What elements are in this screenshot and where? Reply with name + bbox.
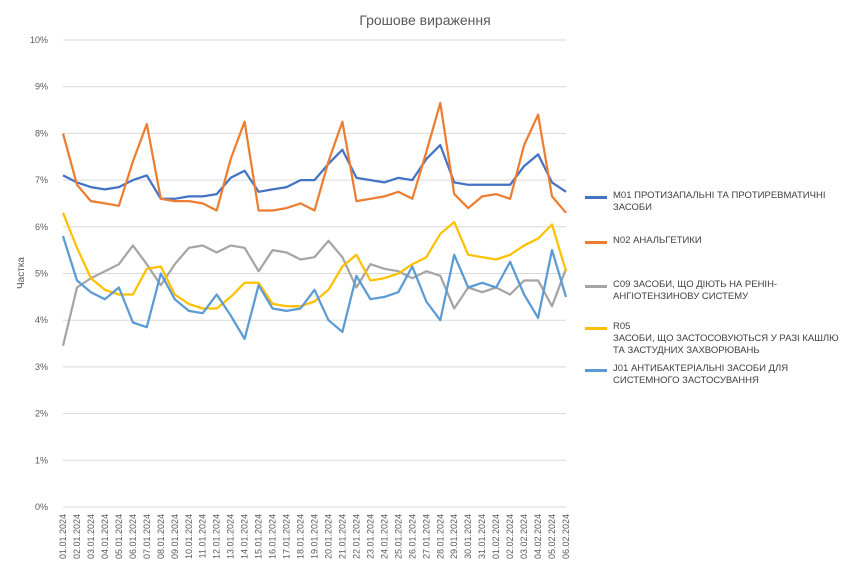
series-line-1 xyxy=(62,143,567,200)
legend-label: J01 АНТИБАКТЕРІАЛЬНІ ЗАСОБИ ДЛЯ СИСТЕМНО… xyxy=(613,363,789,386)
x-tick-label: 03.01.2024 xyxy=(86,514,96,559)
x-tick-label: 23.01.2024 xyxy=(365,514,375,559)
legend-swatch xyxy=(585,369,607,372)
y-axis-title: Частка xyxy=(16,257,27,289)
y-tick-label: 7% xyxy=(35,175,48,185)
x-tick-label: 11.01.2024 xyxy=(198,514,208,558)
x-tick-label: 31.01.2024 xyxy=(477,514,487,559)
series-line-4 xyxy=(61,212,568,310)
x-tick-label: 08.01.2024 xyxy=(156,514,166,559)
legend-label: M01 ПРОТИЗАПАЛЬНІ ТА ПРОТИРЕВМАТИЧНІ ЗАС… xyxy=(613,190,826,213)
y-tick-label: 2% xyxy=(35,409,48,419)
y-tick-label: 8% xyxy=(35,128,48,138)
series-line-3 xyxy=(61,239,568,347)
y-tick-label: 4% xyxy=(35,315,48,325)
y-tick-label: 6% xyxy=(35,222,48,232)
x-tick-label: 17.01.2024 xyxy=(282,514,292,559)
x-tick-label: 04.01.2024 xyxy=(100,514,110,559)
x-axis-ticks: 01.01.2024 02.01.2024 03.01.2024 04.01.2024… xyxy=(58,514,571,559)
x-tick-label: 05.02.2024 xyxy=(547,514,557,559)
gridlines xyxy=(63,39,566,508)
x-tick-label: 02.02.2024 xyxy=(505,514,515,559)
y-tick-label: 5% xyxy=(35,269,48,279)
x-tick-label: 26.01.2024 xyxy=(407,514,417,559)
x-tick-label: 07.01.2024 xyxy=(142,514,152,559)
series-line-5 xyxy=(61,235,568,341)
y-axis-ticks: 0% 1% 2% 3% 4% 5% 6% 7% 8% 9% 10% xyxy=(30,35,48,512)
x-tick-label: 05.01.2024 xyxy=(114,514,124,559)
x-tick-label: 06.01.2024 xyxy=(128,514,138,559)
x-tick-label: 03.02.2024 xyxy=(519,514,529,559)
x-tick-label: 01.02.2024 xyxy=(491,514,501,559)
legend-swatch xyxy=(585,285,607,288)
y-tick-label: 10% xyxy=(30,35,48,45)
x-tick-label: 18.01.2024 xyxy=(296,514,306,559)
series-line-2 xyxy=(61,101,567,214)
x-tick-label: 30.01.2024 xyxy=(463,514,473,559)
x-tick-label: 22.01.2024 xyxy=(351,514,361,559)
legend-swatch xyxy=(585,196,607,199)
x-tick-label: 09.01.2024 xyxy=(170,514,180,559)
x-tick-label: 04.02.2024 xyxy=(533,514,543,559)
x-tick-label: 27.01.2024 xyxy=(421,514,431,559)
legend-label: R05 ЗАСОБИ, ЩО ЗАСТОСОВУЮТЬСЯ У РАЗІ КАШ… xyxy=(613,321,839,356)
x-tick-label: 25.01.2024 xyxy=(393,514,403,559)
x-tick-label: 12.01.2024 xyxy=(212,514,222,559)
y-tick-label: 0% xyxy=(35,502,48,512)
chart-title: Грошове вираження xyxy=(359,12,490,28)
series-lines xyxy=(61,101,568,347)
x-tick-label: 10.01.2024 xyxy=(184,514,194,559)
y-tick-label: 9% xyxy=(35,82,48,92)
legend-swatch xyxy=(585,327,607,330)
y-tick-label: 3% xyxy=(35,362,48,372)
x-tick-label: 02.01.2024 xyxy=(72,514,82,559)
x-tick-label: 29.01.2024 xyxy=(449,514,459,559)
y-tick-label: 1% xyxy=(35,455,48,465)
legend-label: C09 ЗАСОБИ, ЩО ДІЮТЬ НА РЕНІН-АНГІОТЕНЗИ… xyxy=(613,279,778,302)
x-tick-label: 21.01.2024 xyxy=(337,514,347,559)
x-tick-label: 15.01.2024 xyxy=(254,514,264,559)
x-tick-label: 28.01.2024 xyxy=(435,514,445,559)
x-tick-label: 19.01.2024 xyxy=(310,514,320,559)
x-tick-label: 14.01.2024 xyxy=(240,514,250,559)
legend-swatch xyxy=(585,241,607,244)
x-tick-label: 13.01.2024 xyxy=(226,514,236,559)
x-tick-label: 16.01.2024 xyxy=(268,514,278,559)
x-tick-label: 01.01.2024 xyxy=(58,514,68,559)
x-tick-label: 06.02.2024 xyxy=(561,514,571,559)
x-tick-label: 20.01.2024 xyxy=(323,514,333,559)
x-tick-label: 24.01.2024 xyxy=(379,514,389,559)
legend-label: N02 АНАЛЬГЕТИКИ xyxy=(613,235,702,246)
